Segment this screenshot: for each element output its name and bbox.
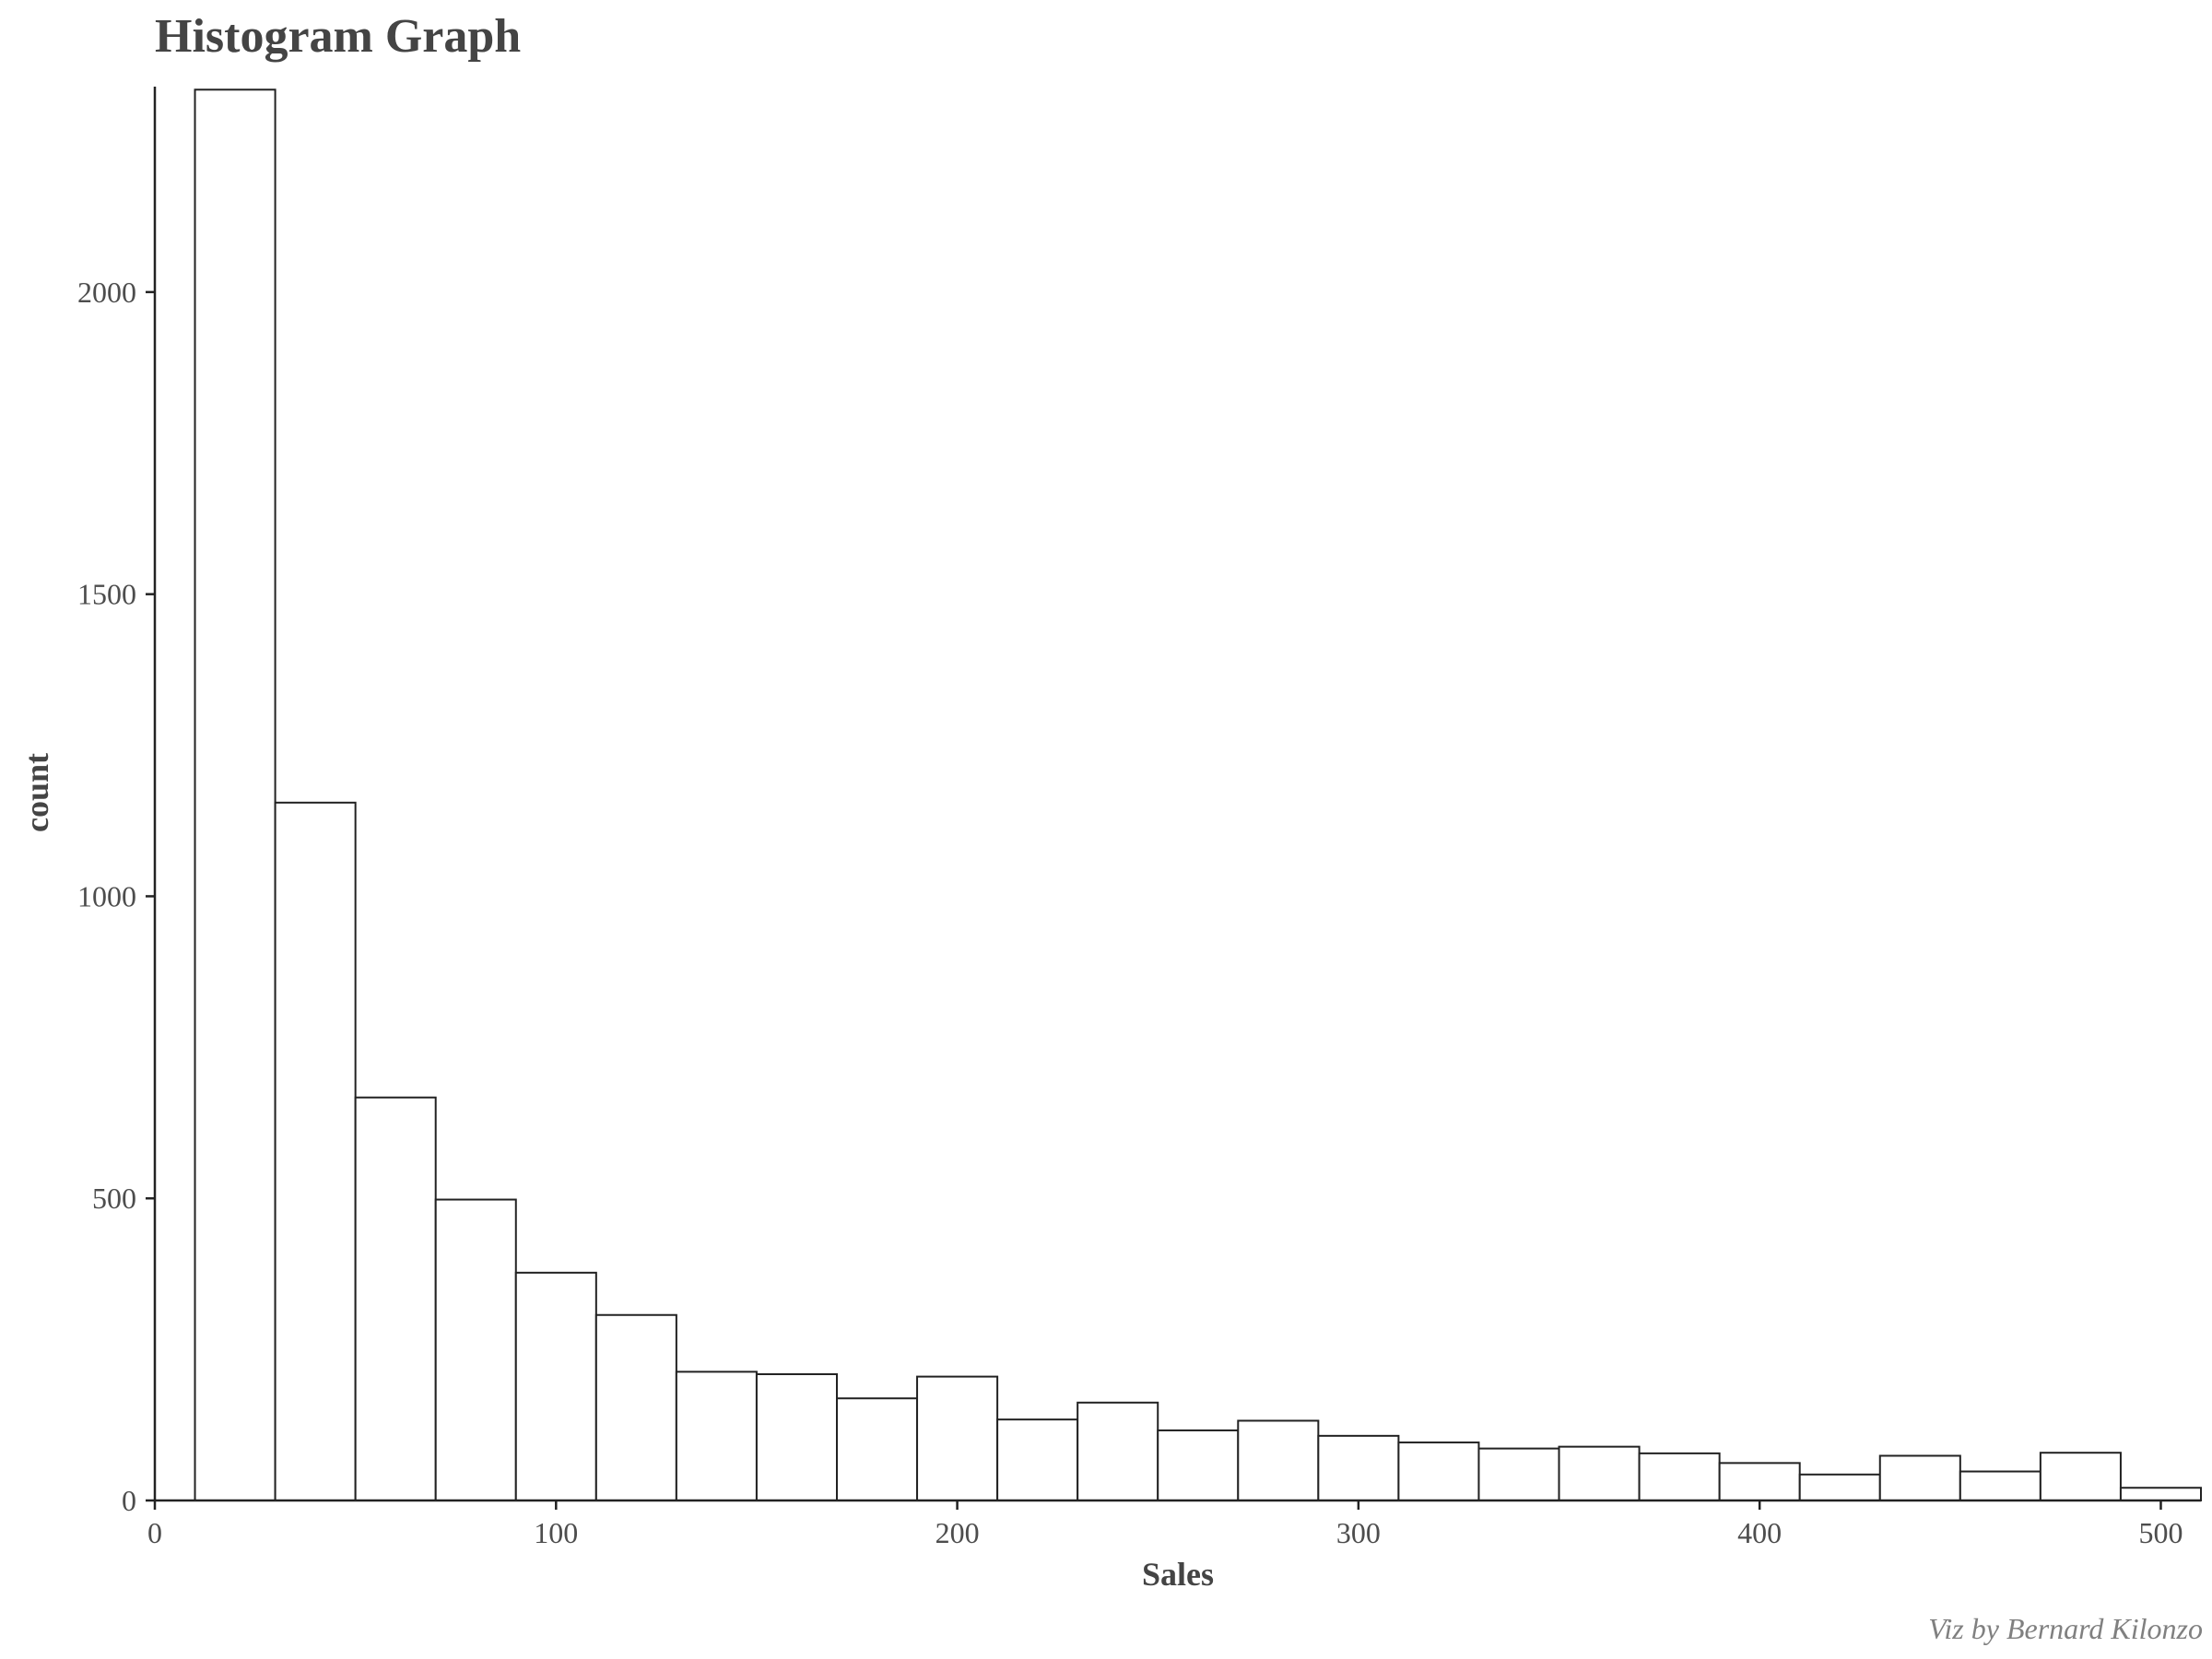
x-axis-label: Sales bbox=[1142, 1556, 1214, 1593]
x-axis-ticks: 0 100 200 300 400 500 bbox=[147, 1500, 2183, 1549]
histogram-bar bbox=[1237, 1419, 1320, 1502]
histogram-bar bbox=[1878, 1454, 1961, 1502]
histogram-bar bbox=[434, 1198, 517, 1501]
x-tick-label: 0 bbox=[147, 1516, 162, 1549]
histogram-bar bbox=[996, 1418, 1079, 1501]
histogram-bar bbox=[194, 88, 276, 1501]
x-tick-label: 100 bbox=[534, 1516, 578, 1549]
histogram-bar bbox=[1798, 1473, 1881, 1502]
y-tick-label: 500 bbox=[92, 1182, 136, 1215]
histogram-bar bbox=[1477, 1447, 1560, 1501]
x-tick-label: 300 bbox=[1336, 1516, 1381, 1549]
histogram-bar bbox=[1397, 1441, 1480, 1501]
y-axis-label: count bbox=[18, 753, 55, 832]
histogram-bar bbox=[916, 1375, 999, 1501]
x-tick-label: 500 bbox=[2138, 1516, 2183, 1549]
caption-credit: Viz by Bernard Kilonzo bbox=[1928, 1612, 2203, 1645]
histogram-bar bbox=[1718, 1462, 1801, 1502]
histogram-bar bbox=[1077, 1401, 1159, 1502]
y-axis-ticks: 0 500 1000 1500 2000 bbox=[77, 276, 155, 1517]
y-tick-label: 1000 bbox=[77, 879, 136, 912]
histogram-bar bbox=[2039, 1452, 2122, 1501]
histogram-bar bbox=[675, 1371, 758, 1502]
chart-title: Histogram Graph bbox=[155, 10, 521, 63]
x-tick-label: 400 bbox=[1737, 1516, 1782, 1549]
histogram-bar bbox=[836, 1397, 919, 1501]
histogram-bars bbox=[194, 88, 2202, 1502]
histogram-bar bbox=[274, 801, 357, 1501]
histogram-bar bbox=[2119, 1487, 2202, 1501]
x-tick-label: 200 bbox=[935, 1516, 980, 1549]
histogram-bar bbox=[1157, 1429, 1240, 1502]
histogram-bar bbox=[1959, 1470, 2041, 1501]
histogram-bar bbox=[1317, 1434, 1400, 1502]
histogram-bar bbox=[514, 1271, 597, 1502]
histogram-bar bbox=[354, 1096, 437, 1501]
y-tick-label: 0 bbox=[122, 1484, 136, 1517]
histogram-bar bbox=[755, 1372, 838, 1501]
histogram-bar bbox=[1638, 1452, 1721, 1502]
histogram-bar bbox=[594, 1313, 677, 1501]
histogram-bar bbox=[1558, 1445, 1641, 1501]
y-tick-label: 2000 bbox=[77, 276, 136, 309]
y-tick-label: 1500 bbox=[77, 578, 136, 611]
